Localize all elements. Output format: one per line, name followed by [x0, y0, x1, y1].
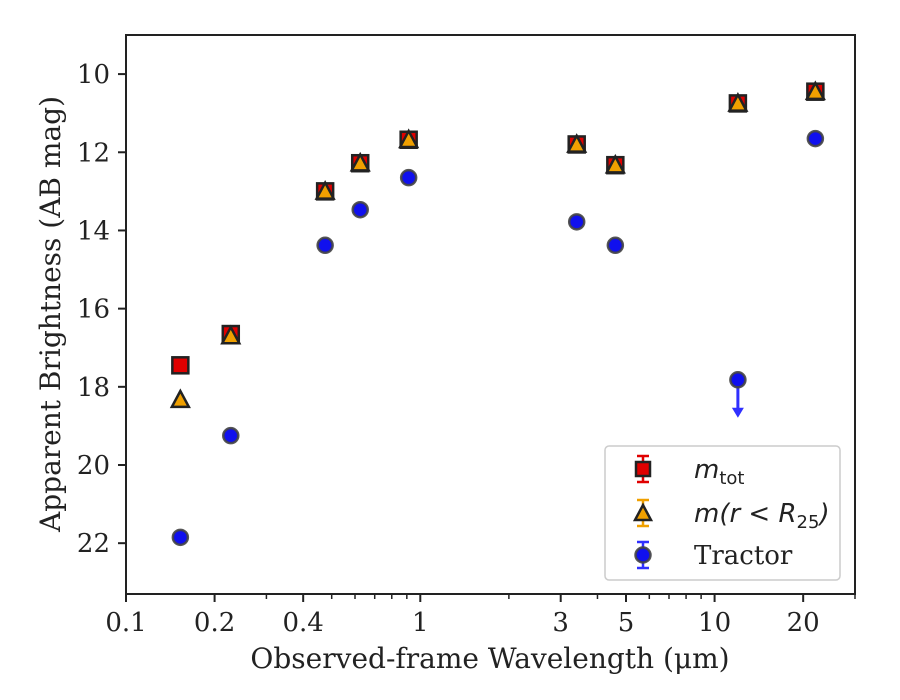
point-mr25 — [566, 133, 588, 153]
point-mr25 — [220, 324, 242, 345]
y-tick-label: 16 — [77, 295, 110, 325]
point-tractor — [729, 371, 747, 418]
y-tick-label: 18 — [77, 373, 110, 403]
point-mr25 — [398, 128, 420, 149]
point-tractor — [316, 236, 334, 255]
point-tractor — [806, 129, 825, 148]
mr25-marker — [604, 153, 626, 174]
tractor-marker — [606, 236, 625, 255]
axes: 0.1 0.2 0.4 1 3 5 10 20 10 12 14 16 18 20 22 — [77, 34, 856, 638]
tractor-marker — [729, 371, 747, 389]
mtot-marker — [171, 356, 190, 375]
legend-entry-mr25: m(r < R25) — [632, 498, 830, 533]
y-tick-label: 12 — [77, 138, 110, 168]
legend-label-mr25: m(r < R25) — [694, 499, 830, 533]
legend-label-tractor: Tractor — [694, 541, 793, 571]
mr25-marker — [314, 180, 336, 200]
x-axis-label: Observed-frame Wavelength (μm) — [250, 642, 729, 675]
legend-label-mtot: mtot — [694, 455, 744, 489]
point-tractor — [351, 200, 369, 219]
tractor-marker — [351, 200, 369, 219]
mr25-marker — [398, 128, 420, 149]
point-mr25 — [349, 151, 371, 172]
tractor-marker — [399, 168, 418, 187]
upper-limit-arrow-head — [731, 407, 744, 418]
mr25-marker — [169, 388, 191, 409]
point-mr25 — [727, 92, 749, 112]
plot-area — [169, 80, 826, 547]
mr25-marker — [727, 92, 749, 112]
y-tick-label: 14 — [77, 216, 110, 246]
y-tick-label: 20 — [77, 451, 110, 481]
tractor-marker — [806, 129, 825, 148]
mr25-marker — [566, 133, 588, 153]
legend-mtot-marker — [634, 460, 652, 478]
x-tick-label: 0.2 — [194, 608, 235, 638]
tractor-marker — [222, 426, 240, 445]
y-tick-label: 10 — [77, 60, 110, 90]
point-tractor — [171, 528, 190, 547]
point-mr25 — [314, 180, 336, 200]
mr25-marker — [804, 80, 826, 101]
point-tractor — [567, 213, 586, 231]
mr25-marker — [220, 324, 242, 345]
point-mr25 — [804, 80, 826, 101]
x-tick-label: 3 — [552, 608, 569, 638]
point-tractor — [222, 426, 240, 445]
legend-tractor-marker — [634, 546, 652, 564]
x-tick-label: 0.4 — [283, 608, 324, 638]
tractor-marker — [171, 528, 190, 547]
point-tractor — [606, 236, 625, 255]
legend-entry-mtot: mtot — [634, 454, 744, 489]
legend: mtot m(r < R25) Tractor — [604, 445, 841, 581]
x-tick-label: 10 — [698, 608, 731, 638]
x-tick-label: 1 — [412, 608, 429, 638]
legend-entry-tractor: Tractor — [634, 540, 793, 571]
axes-frame — [125, 34, 856, 595]
point-tractor — [399, 168, 418, 187]
point-mr25 — [604, 153, 626, 174]
point-mtot — [171, 356, 190, 375]
x-tick-label: 5 — [618, 608, 635, 638]
tractor-marker — [567, 213, 586, 231]
x-tick-label: 20 — [787, 608, 820, 638]
point-mr25 — [169, 388, 191, 409]
x-tick-label: 0.1 — [105, 608, 146, 638]
mr25-marker — [349, 151, 371, 172]
tractor-marker — [316, 236, 334, 255]
y-tick-label: 22 — [77, 529, 110, 559]
legend-box — [604, 445, 841, 581]
legend-mr25-marker — [632, 502, 654, 522]
y-axis-label: Apparent Brightness (AB mag) — [34, 96, 67, 533]
